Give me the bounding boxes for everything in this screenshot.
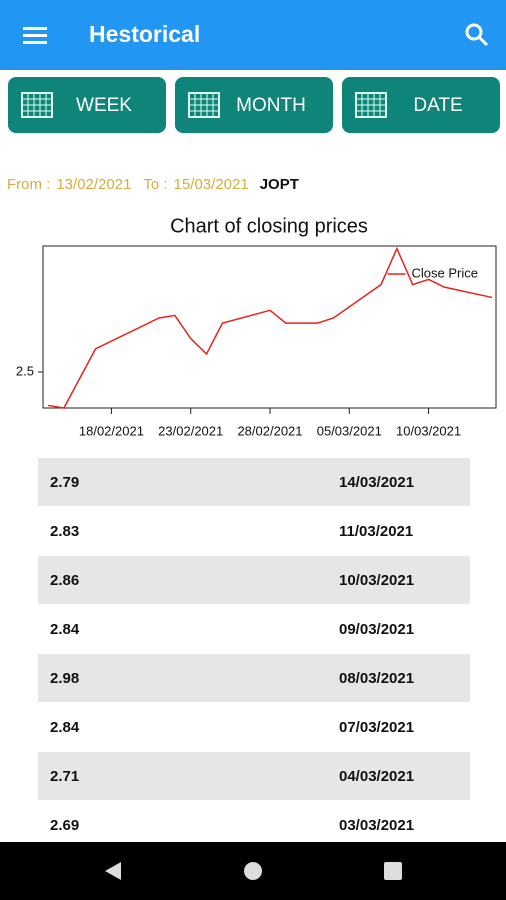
price-cell: 2.69 [50,817,79,834]
search-icon [477,35,489,47]
button-label: WEEK [76,95,132,116]
back-button[interactable] [105,862,121,880]
button-bg [8,77,166,133]
range-to: 15/03/2021 [174,176,249,193]
menu-button[interactable] [23,27,47,44]
date-cell: 14/03/2021 [339,474,414,491]
price-cell: 2.86 [50,572,79,589]
range-from: 13/02/2021 [56,176,131,193]
table-row-bg [38,752,470,800]
table-row-bg [38,654,470,702]
button-label: MONTH [236,95,306,116]
date-cell: 09/03/2021 [339,621,414,638]
app-bar [0,0,506,70]
menu-icon [23,41,47,44]
range-from-label: From : [7,176,50,193]
button-bg [175,77,333,133]
menu-icon [23,34,47,37]
period-button[interactable]: DATE [342,77,500,133]
price-cell: 2.83 [50,523,79,540]
recents-button[interactable] [384,862,402,880]
x-tick-label: 28/02/2021 [237,423,302,438]
price-cell: 2.98 [50,670,79,687]
x-tick-label: 10/03/2021 [396,423,461,438]
button-label: DATE [413,95,462,116]
date-cell: 11/03/2021 [339,523,413,540]
period-button[interactable]: WEEK [8,77,166,133]
range-to-label: To : [143,176,167,193]
range-symbol: JOPT [260,176,299,193]
date-cell: 10/03/2021 [339,572,414,589]
search-icon [465,23,483,41]
y-tick-label: 2.5 [16,363,34,378]
search-button[interactable] [465,23,489,47]
price-line [47,246,493,409]
date-cell: 07/03/2021 [339,719,414,736]
button-bg [342,77,500,133]
price-cell: 2.71 [50,768,79,785]
chart-title: Chart of closing prices [170,215,368,237]
price-cell: 2.79 [50,474,79,491]
legend-label: Close Price [412,265,478,280]
x-tick-label: 23/02/2021 [158,423,223,438]
home-button[interactable] [244,862,262,880]
price-cell: 2.84 [50,621,80,638]
price-cell: 2.84 [50,719,80,736]
app-title: Hestorical [89,21,200,47]
table-row-bg [38,556,470,604]
table-row-bg [38,458,470,506]
menu-icon [23,27,47,30]
date-cell: 04/03/2021 [339,768,414,785]
period-button[interactable]: MONTH [175,77,333,133]
x-tick-label: 05/03/2021 [317,423,382,438]
x-tick-label: 18/02/2021 [79,423,144,438]
date-cell: 08/03/2021 [339,670,414,687]
date-cell: 03/03/2021 [339,817,414,834]
